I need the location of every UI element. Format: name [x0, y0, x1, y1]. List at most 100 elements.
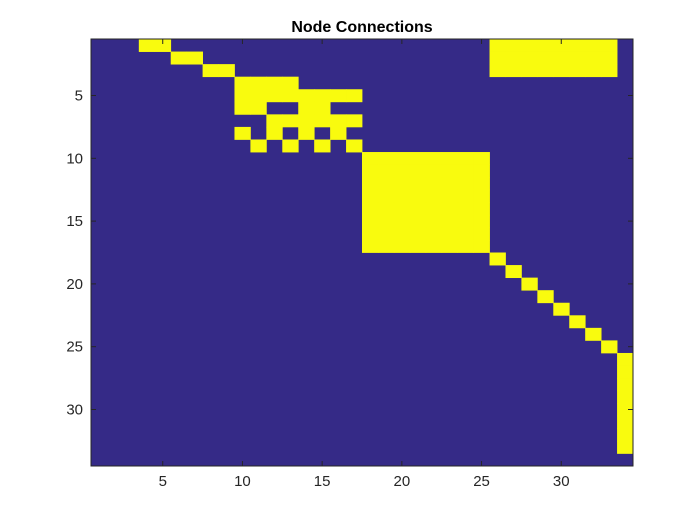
heatmap-cell	[585, 64, 602, 78]
heatmap-cell	[425, 177, 443, 191]
heatmap-cell	[585, 51, 602, 65]
heatmap-cell	[250, 89, 267, 103]
plot-area	[90, 38, 634, 467]
heatmap-cell	[330, 126, 347, 140]
heatmap-cell	[521, 39, 538, 52]
heatmap-cell	[489, 64, 506, 78]
heatmap-cell	[473, 177, 490, 191]
heatmap-cell	[362, 214, 379, 228]
heatmap-cell	[362, 202, 379, 216]
heatmap-cell	[441, 189, 459, 203]
heatmap-cell	[234, 76, 251, 90]
heatmap-cell	[362, 164, 379, 178]
heatmap-cell	[234, 89, 251, 103]
y-tick-label: 30	[66, 401, 83, 418]
heatmap-cell	[617, 390, 634, 404]
heatmap-cell	[266, 76, 283, 90]
heatmap-cell	[601, 39, 618, 52]
heatmap-cell	[377, 177, 395, 191]
heatmap-cell	[457, 164, 474, 178]
x-tick-label: 30	[553, 473, 570, 490]
x-tick-label: 5	[159, 473, 167, 490]
heatmap-cell	[585, 39, 602, 52]
heatmap-cell	[250, 139, 267, 153]
heatmap-cell	[473, 239, 490, 253]
heatmap-cell	[138, 39, 156, 52]
heatmap-cell	[393, 239, 411, 253]
heatmap-cell	[282, 139, 299, 153]
heatmap-cell	[441, 152, 459, 165]
heatmap-cell	[569, 315, 586, 329]
heatmap-cell	[393, 214, 411, 228]
heatmap-cell	[441, 239, 459, 253]
heatmap-cell	[617, 365, 634, 379]
heatmap-cell	[362, 227, 379, 241]
heatmap-cell	[266, 126, 283, 140]
heatmap-cell	[314, 89, 331, 103]
heatmap-cell	[266, 89, 283, 103]
heatmap-cell	[601, 51, 618, 65]
heatmap-cell	[377, 189, 395, 203]
heatmap-cell	[521, 51, 538, 65]
heatmap-cell	[473, 164, 490, 178]
heatmap-cell	[250, 76, 267, 90]
heatmap-cell	[409, 214, 427, 228]
heatmap-cell	[505, 265, 522, 279]
heatmap-cell	[393, 189, 411, 203]
heatmap-cell	[457, 189, 474, 203]
heatmap-cell	[298, 126, 315, 140]
x-tick-label: 10	[234, 473, 251, 490]
heatmap-cell	[298, 101, 315, 115]
heatmap-cell	[537, 64, 554, 78]
heatmap-cell	[537, 290, 554, 304]
heatmap-cell	[409, 239, 427, 253]
heatmap-cell	[441, 164, 459, 178]
heatmap-cell	[617, 403, 634, 417]
heatmap-cell	[409, 202, 427, 216]
heatmap-cell	[362, 177, 379, 191]
heatmap-cell	[537, 51, 554, 65]
heatmap-cell	[393, 152, 411, 165]
heatmap-cell	[473, 227, 490, 241]
heatmap-cell	[330, 114, 347, 128]
heatmap-cell	[457, 227, 474, 241]
heatmap-cell	[218, 64, 235, 78]
x-axis: 5 10 15 20 25 30	[159, 39, 570, 490]
heatmap-cell	[425, 152, 443, 165]
heatmap-cell	[601, 64, 618, 78]
heatmap-cell	[409, 227, 427, 241]
heatmap-cell	[617, 352, 634, 366]
heatmap-cell	[521, 64, 538, 78]
heatmap-cell	[457, 177, 474, 191]
heatmap-cell	[298, 89, 315, 103]
heatmap-cell	[362, 189, 379, 203]
heatmap-cell	[425, 164, 443, 178]
heatmap-cell	[521, 277, 538, 291]
heatmap-cell	[505, 64, 522, 78]
heatmap-cell	[186, 51, 203, 65]
heatmap-cell	[489, 252, 506, 266]
y-tick-label: 10	[66, 150, 83, 167]
heatmap-cell	[457, 202, 474, 216]
y-tick-label: 5	[75, 88, 83, 105]
heatmap-cell	[330, 89, 347, 103]
x-tick-label: 15	[314, 473, 331, 490]
heatmap-cell	[425, 227, 443, 241]
heatmap-cell	[234, 101, 251, 115]
heatmap-cell	[234, 126, 251, 140]
heatmap-cell	[362, 239, 379, 253]
heatmap-cell	[314, 101, 331, 115]
y-tick-label: 15	[66, 213, 83, 230]
heatmap-cell	[393, 227, 411, 241]
heatmap-cell	[473, 202, 490, 216]
heatmap-cell	[425, 239, 443, 253]
heatmap-cell	[409, 164, 427, 178]
heatmap-cell	[569, 51, 586, 65]
heatmap-cell	[409, 152, 427, 165]
heatmap-cell	[346, 139, 363, 153]
heatmap-cell	[282, 76, 299, 90]
heatmap-cell	[377, 227, 395, 241]
heatmap-cell	[617, 378, 634, 392]
heatmap-cell	[553, 64, 570, 78]
